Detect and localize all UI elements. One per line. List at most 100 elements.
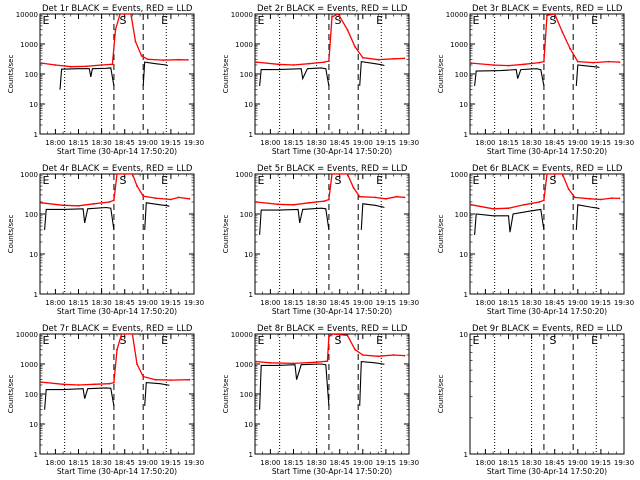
lld-point bbox=[618, 197, 621, 200]
lld-point bbox=[255, 61, 258, 63]
lld-point bbox=[395, 195, 398, 198]
lld-point bbox=[85, 65, 88, 68]
lld-point bbox=[40, 201, 43, 204]
lld-point bbox=[131, 174, 134, 175]
y-tick-label: 100 bbox=[240, 71, 253, 79]
x-tick-label: 18:30 bbox=[307, 299, 327, 307]
chart-panel-8: Det 8r BLACK = Events, RED = LLD 1 10 100 10… bbox=[222, 324, 419, 476]
x-tick-label: 19:00 bbox=[353, 459, 373, 467]
chart-title: Det 1r BLACK = Events, RED = LLD bbox=[42, 4, 193, 14]
x-tick-label: 18:30 bbox=[92, 299, 112, 307]
x-axis-label: Start Time (30-Apr-14 17:50:20) bbox=[487, 467, 607, 476]
x-tick-label: 18:00 bbox=[45, 459, 65, 467]
lld-point bbox=[576, 60, 579, 63]
x-tick-label: 18:30 bbox=[522, 299, 542, 307]
lld-point bbox=[154, 197, 157, 200]
annotation-e: E bbox=[161, 14, 168, 27]
series-events-line bbox=[144, 202, 170, 230]
lld-point bbox=[269, 361, 272, 364]
lld-point bbox=[146, 58, 149, 61]
lld-point bbox=[177, 58, 180, 61]
lld-point bbox=[255, 360, 258, 363]
plot-frame bbox=[39, 13, 195, 135]
y-axis-label: Counts/sec bbox=[437, 215, 445, 254]
x-tick-label: 18:45 bbox=[545, 299, 565, 307]
lld-point bbox=[543, 60, 545, 63]
lld-point bbox=[292, 203, 295, 206]
x-tick-label: 19:30 bbox=[399, 139, 419, 147]
lld-point bbox=[308, 62, 310, 65]
lld-point bbox=[392, 57, 395, 60]
x-tick-label: 18:15 bbox=[283, 299, 303, 307]
lld-point bbox=[507, 64, 510, 67]
series-events-line bbox=[575, 64, 600, 86]
x-tick-label: 18:00 bbox=[475, 459, 495, 467]
lld-point bbox=[177, 196, 180, 199]
series-events-line bbox=[359, 361, 385, 406]
lld-point bbox=[523, 203, 525, 206]
lld-point bbox=[538, 61, 541, 64]
lld-point bbox=[77, 384, 80, 386]
lld-point bbox=[573, 196, 576, 199]
y-tick-label: 100 bbox=[25, 211, 38, 219]
lld-point bbox=[255, 201, 258, 203]
x-tick-label: 18:15 bbox=[68, 139, 88, 147]
lld-point bbox=[142, 375, 145, 378]
series-lld-line bbox=[471, 174, 620, 210]
series-events-line bbox=[474, 68, 545, 87]
lld-point bbox=[346, 174, 349, 175]
lld-point bbox=[569, 47, 571, 50]
lld-point bbox=[354, 348, 356, 351]
y-tick-label: 10000 bbox=[231, 11, 253, 19]
annotation-e: E bbox=[473, 14, 480, 27]
x-tick-label: 18:15 bbox=[498, 459, 518, 467]
x-tick-label: 19:00 bbox=[138, 139, 158, 147]
lld-point bbox=[54, 64, 57, 66]
x-tick-label: 19:15 bbox=[591, 299, 611, 307]
annotation-e: E bbox=[376, 14, 383, 27]
lld-point bbox=[142, 195, 145, 198]
x-tick-label: 19:15 bbox=[376, 459, 396, 467]
x-tick-label: 19:00 bbox=[568, 459, 588, 467]
lld-point bbox=[308, 201, 310, 204]
y-tick-label: 10000 bbox=[446, 11, 468, 19]
y-axis-label: Counts/sec bbox=[222, 55, 230, 94]
y-tick-label: 100 bbox=[455, 211, 468, 219]
y-tick-label: 10000 bbox=[231, 331, 253, 339]
x-tick-label: 18:00 bbox=[475, 139, 495, 147]
lld-point bbox=[188, 197, 191, 200]
x-tick-label: 18:45 bbox=[330, 139, 350, 147]
x-tick-label: 18:30 bbox=[307, 139, 327, 147]
series-events-line bbox=[144, 382, 170, 406]
y-tick-label: 100 bbox=[455, 71, 468, 79]
lld-point bbox=[361, 354, 364, 356]
lld-point bbox=[140, 55, 143, 57]
lld-point bbox=[111, 63, 114, 66]
x-tick-label: 19:30 bbox=[399, 299, 419, 307]
x-tick-label: 19:00 bbox=[568, 139, 588, 147]
lld-point bbox=[323, 200, 326, 203]
x-tick-label: 19:00 bbox=[138, 459, 158, 467]
y-tick-label: 100 bbox=[240, 211, 253, 219]
series-events-line bbox=[142, 61, 169, 86]
lld-point bbox=[113, 199, 115, 202]
x-axis-label: Start Time (30-Apr-14 17:50:20) bbox=[272, 147, 392, 156]
x-tick-label: 18:30 bbox=[92, 139, 112, 147]
lld-point bbox=[40, 381, 43, 383]
annotation-s: S bbox=[335, 174, 342, 187]
annotation-s: S bbox=[120, 174, 127, 187]
y-tick-label: 1 bbox=[464, 451, 468, 459]
x-tick-label: 19:30 bbox=[184, 299, 204, 307]
x-tick-label: 18:00 bbox=[260, 299, 280, 307]
y-tick-label: 1000 bbox=[20, 171, 38, 179]
lld-point bbox=[136, 185, 138, 187]
lld-point bbox=[403, 354, 406, 357]
annotation-e: E bbox=[591, 14, 598, 27]
lld-point bbox=[403, 57, 406, 60]
chart-panel-5: Det 5r BLACK = Events, RED = LLD 1 10 100 10… bbox=[222, 164, 419, 316]
annotation-e: E bbox=[473, 334, 480, 347]
lld-point bbox=[113, 381, 115, 384]
x-tick-label: 18:45 bbox=[330, 299, 350, 307]
x-tick-label: 19:15 bbox=[591, 459, 611, 467]
